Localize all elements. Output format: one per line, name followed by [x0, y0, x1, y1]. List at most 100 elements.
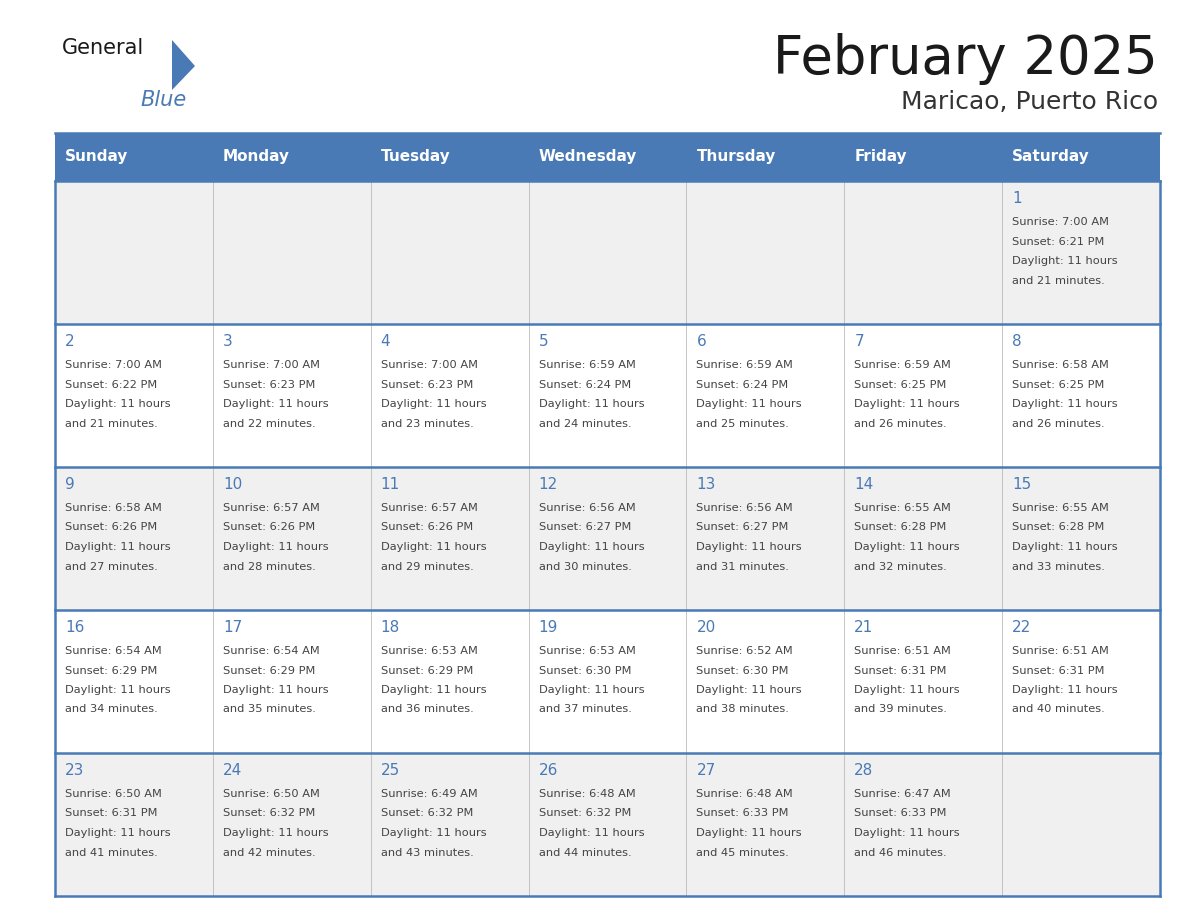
Text: Sunrise: 6:56 AM: Sunrise: 6:56 AM: [696, 503, 794, 513]
Text: Tuesday: Tuesday: [380, 150, 450, 164]
Text: Sunset: 6:31 PM: Sunset: 6:31 PM: [65, 809, 158, 819]
Text: Sunset: 6:31 PM: Sunset: 6:31 PM: [854, 666, 947, 676]
Text: Sunrise: 6:50 AM: Sunrise: 6:50 AM: [65, 789, 162, 799]
Text: 23: 23: [65, 763, 84, 778]
Text: 21: 21: [854, 620, 873, 635]
Text: Sunrise: 6:58 AM: Sunrise: 6:58 AM: [1012, 360, 1110, 370]
Text: and 31 minutes.: and 31 minutes.: [696, 562, 789, 572]
Text: 14: 14: [854, 477, 873, 492]
Text: Thursday: Thursday: [696, 150, 776, 164]
Text: Sunrise: 6:48 AM: Sunrise: 6:48 AM: [696, 789, 794, 799]
Text: Sunset: 6:30 PM: Sunset: 6:30 PM: [696, 666, 789, 676]
Text: Daylight: 11 hours: Daylight: 11 hours: [696, 685, 802, 695]
Text: General: General: [62, 38, 144, 58]
Text: Daylight: 11 hours: Daylight: 11 hours: [696, 542, 802, 552]
Text: Sunset: 6:24 PM: Sunset: 6:24 PM: [538, 379, 631, 389]
Text: Sunrise: 7:00 AM: Sunrise: 7:00 AM: [223, 360, 320, 370]
Text: Sunrise: 6:59 AM: Sunrise: 6:59 AM: [854, 360, 952, 370]
Text: and 36 minutes.: and 36 minutes.: [380, 704, 474, 714]
Text: Daylight: 11 hours: Daylight: 11 hours: [65, 399, 171, 409]
Text: and 43 minutes.: and 43 minutes.: [380, 847, 474, 857]
Text: Sunrise: 6:48 AM: Sunrise: 6:48 AM: [538, 789, 636, 799]
Text: Sunset: 6:32 PM: Sunset: 6:32 PM: [380, 809, 473, 819]
Text: and 26 minutes.: and 26 minutes.: [1012, 419, 1105, 429]
Text: Sunrise: 6:50 AM: Sunrise: 6:50 AM: [223, 789, 320, 799]
Text: 3: 3: [223, 334, 233, 349]
Text: Daylight: 11 hours: Daylight: 11 hours: [854, 828, 960, 838]
Text: Sunset: 6:29 PM: Sunset: 6:29 PM: [380, 666, 473, 676]
Text: Sunset: 6:33 PM: Sunset: 6:33 PM: [854, 809, 947, 819]
Text: Daylight: 11 hours: Daylight: 11 hours: [65, 828, 171, 838]
Text: Sunrise: 6:59 AM: Sunrise: 6:59 AM: [696, 360, 794, 370]
Text: Sunrise: 6:58 AM: Sunrise: 6:58 AM: [65, 503, 162, 513]
Text: Daylight: 11 hours: Daylight: 11 hours: [696, 399, 802, 409]
Text: 11: 11: [380, 477, 400, 492]
Text: Sunrise: 6:53 AM: Sunrise: 6:53 AM: [380, 646, 478, 656]
Text: Sunset: 6:30 PM: Sunset: 6:30 PM: [538, 666, 631, 676]
Text: Sunset: 6:32 PM: Sunset: 6:32 PM: [538, 809, 631, 819]
Text: Sunset: 6:24 PM: Sunset: 6:24 PM: [696, 379, 789, 389]
Text: and 30 minutes.: and 30 minutes.: [538, 562, 632, 572]
Text: 1: 1: [1012, 191, 1022, 206]
Text: and 21 minutes.: and 21 minutes.: [1012, 275, 1105, 285]
Text: Daylight: 11 hours: Daylight: 11 hours: [538, 685, 644, 695]
Text: 4: 4: [380, 334, 391, 349]
Text: Daylight: 11 hours: Daylight: 11 hours: [380, 685, 486, 695]
Text: Sunrise: 6:55 AM: Sunrise: 6:55 AM: [854, 503, 952, 513]
Text: 19: 19: [538, 620, 558, 635]
Text: Sunset: 6:21 PM: Sunset: 6:21 PM: [1012, 237, 1105, 247]
Text: 2: 2: [65, 334, 75, 349]
Text: and 29 minutes.: and 29 minutes.: [380, 562, 474, 572]
Text: Sunrise: 7:00 AM: Sunrise: 7:00 AM: [1012, 217, 1110, 227]
Text: and 44 minutes.: and 44 minutes.: [538, 847, 631, 857]
Text: and 26 minutes.: and 26 minutes.: [854, 419, 947, 429]
Text: Daylight: 11 hours: Daylight: 11 hours: [538, 542, 644, 552]
Text: Daylight: 11 hours: Daylight: 11 hours: [380, 542, 486, 552]
Bar: [55, 753, 1159, 896]
Text: Daylight: 11 hours: Daylight: 11 hours: [538, 828, 644, 838]
Text: Sunrise: 6:51 AM: Sunrise: 6:51 AM: [1012, 646, 1110, 656]
Text: Sunrise: 6:52 AM: Sunrise: 6:52 AM: [696, 646, 794, 656]
Text: Sunrise: 6:53 AM: Sunrise: 6:53 AM: [538, 646, 636, 656]
Text: Sunrise: 6:54 AM: Sunrise: 6:54 AM: [223, 646, 320, 656]
Bar: [55, 610, 1159, 753]
Text: Sunrise: 6:57 AM: Sunrise: 6:57 AM: [380, 503, 478, 513]
Text: Daylight: 11 hours: Daylight: 11 hours: [538, 399, 644, 409]
Text: Daylight: 11 hours: Daylight: 11 hours: [854, 542, 960, 552]
Text: and 41 minutes.: and 41 minutes.: [65, 847, 158, 857]
Text: February 2025: February 2025: [773, 33, 1158, 85]
Text: 7: 7: [854, 334, 864, 349]
Text: Sunrise: 7:00 AM: Sunrise: 7:00 AM: [65, 360, 162, 370]
Text: and 33 minutes.: and 33 minutes.: [1012, 562, 1105, 572]
Text: Sunrise: 6:47 AM: Sunrise: 6:47 AM: [854, 789, 952, 799]
Text: and 22 minutes.: and 22 minutes.: [223, 419, 316, 429]
Text: 18: 18: [380, 620, 400, 635]
Text: Friday: Friday: [854, 150, 906, 164]
Text: Sunset: 6:33 PM: Sunset: 6:33 PM: [696, 809, 789, 819]
Text: Sunrise: 6:51 AM: Sunrise: 6:51 AM: [854, 646, 952, 656]
Text: and 21 minutes.: and 21 minutes.: [65, 419, 158, 429]
Text: 17: 17: [223, 620, 242, 635]
Bar: [55, 324, 1159, 467]
Text: and 23 minutes.: and 23 minutes.: [380, 419, 474, 429]
Text: Maricao, Puerto Rico: Maricao, Puerto Rico: [901, 90, 1158, 114]
Text: Wednesday: Wednesday: [538, 150, 637, 164]
Text: Daylight: 11 hours: Daylight: 11 hours: [380, 828, 486, 838]
Text: Sunrise: 6:55 AM: Sunrise: 6:55 AM: [1012, 503, 1110, 513]
Text: Sunrise: 6:59 AM: Sunrise: 6:59 AM: [538, 360, 636, 370]
Text: Daylight: 11 hours: Daylight: 11 hours: [696, 828, 802, 838]
Text: Daylight: 11 hours: Daylight: 11 hours: [1012, 399, 1118, 409]
Text: Sunset: 6:31 PM: Sunset: 6:31 PM: [1012, 666, 1105, 676]
Text: 20: 20: [696, 620, 715, 635]
Text: Sunset: 6:25 PM: Sunset: 6:25 PM: [1012, 379, 1105, 389]
Text: Sunset: 6:25 PM: Sunset: 6:25 PM: [854, 379, 947, 389]
Text: 13: 13: [696, 477, 716, 492]
Text: Sunrise: 6:57 AM: Sunrise: 6:57 AM: [223, 503, 320, 513]
Text: Daylight: 11 hours: Daylight: 11 hours: [380, 399, 486, 409]
Text: 12: 12: [538, 477, 558, 492]
Bar: [55, 181, 1159, 324]
Text: 6: 6: [696, 334, 706, 349]
Text: and 40 minutes.: and 40 minutes.: [1012, 704, 1105, 714]
Text: Sunset: 6:27 PM: Sunset: 6:27 PM: [696, 522, 789, 532]
Text: Sunset: 6:32 PM: Sunset: 6:32 PM: [223, 809, 315, 819]
